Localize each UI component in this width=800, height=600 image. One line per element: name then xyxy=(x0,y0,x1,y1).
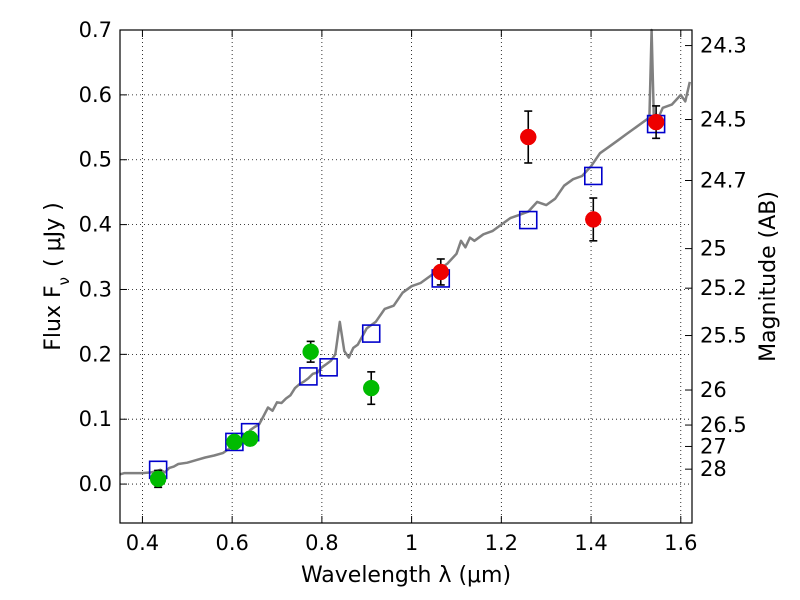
magnitude-tick-label: 24.3 xyxy=(700,34,747,58)
y-axis-label-main: Flux F xyxy=(41,285,66,350)
model-point-square xyxy=(518,210,538,230)
data-point xyxy=(226,433,243,451)
model-point-square xyxy=(584,166,603,186)
magnitude-tick-label: 26.5 xyxy=(700,413,747,437)
data-point xyxy=(302,343,319,360)
model-point-square xyxy=(299,367,318,386)
data-point xyxy=(241,430,259,447)
y-tick-label: 0.2 xyxy=(79,342,112,366)
x-tick-label: 0.8 xyxy=(305,531,338,555)
observed-photometry xyxy=(149,105,665,489)
magnitude-axis-label: Magnitude (AB) xyxy=(756,191,781,362)
x-tick-label: 1.2 xyxy=(485,531,518,555)
y-axis-label: Flux Fν ( μJy ) xyxy=(41,202,73,350)
data-point xyxy=(647,113,665,131)
x-tick-label: 0.4 xyxy=(126,531,159,555)
y-tick-label: 0.6 xyxy=(79,83,112,107)
y-tick-label: 0.1 xyxy=(79,407,112,431)
y-tick-label: 0.3 xyxy=(79,277,112,301)
y-axis-label-subscript: ν xyxy=(55,277,73,285)
magnitude-tick-label: 27 xyxy=(700,434,727,458)
y-tick-label: 0.7 xyxy=(79,18,112,42)
x-tick-label: 1 xyxy=(405,531,418,555)
magnitude-tick-label: 24.5 xyxy=(700,108,747,132)
magnitude-tick-label: 25.5 xyxy=(700,324,747,348)
magnitude-tick-label: 25 xyxy=(700,237,727,261)
data-point xyxy=(362,379,380,397)
magnitude-tick-label: 28 xyxy=(700,457,727,481)
x-tick-label: 1.6 xyxy=(664,531,697,555)
magnitude-tick-label: 26 xyxy=(700,378,727,402)
grid-lines xyxy=(120,29,692,523)
data-point xyxy=(149,470,167,488)
model-point-square xyxy=(319,358,338,377)
y-tick-label: 0.4 xyxy=(79,213,112,237)
x-tick-label: 0.6 xyxy=(215,531,248,555)
plot-frame xyxy=(119,29,693,524)
y-tick-label: 0.5 xyxy=(79,148,112,172)
model-point-square xyxy=(361,324,381,343)
model-spectrum xyxy=(119,28,692,476)
x-axis-label: Wavelength λ (μm) xyxy=(301,563,511,588)
x-tick-label: 1.4 xyxy=(574,531,607,555)
magnitude-tick-label: 25.2 xyxy=(700,276,747,300)
axis-ticks: 0.4 0.6 0.8 1 1.2 1.4 1.6 0.0 0.1 0.2 0.3 0.4 0.5 0.6… xyxy=(79,18,747,555)
magnitude-tick-label: 24.7 xyxy=(700,168,747,192)
data-point xyxy=(585,211,602,228)
y-axis-label-unit: ( μJy ) xyxy=(41,202,66,267)
data-point xyxy=(520,128,537,146)
y-tick-label: 0.0 xyxy=(79,472,112,496)
model-spectrum-line xyxy=(119,28,692,476)
data-point xyxy=(432,263,450,281)
